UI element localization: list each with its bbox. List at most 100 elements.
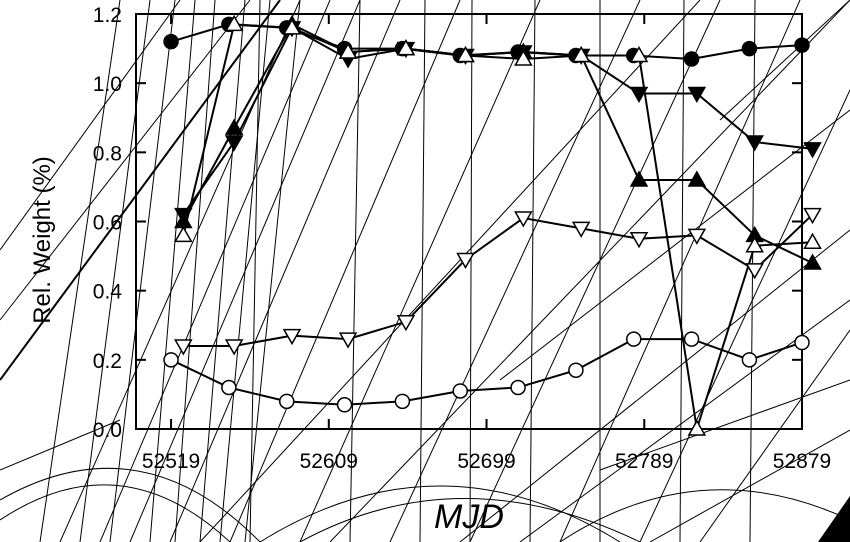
data-point bbox=[338, 332, 358, 349]
series-filled-triangle-down bbox=[174, 21, 822, 225]
data-point bbox=[452, 383, 468, 399]
background-line bbox=[469, 0, 473, 542]
data-point bbox=[174, 339, 193, 356]
background-line bbox=[0, 0, 281, 381]
background-line bbox=[469, 0, 721, 542]
background-curve bbox=[299, 498, 641, 542]
data-point bbox=[514, 49, 533, 66]
y-axis-title: Rel. Weight (%) bbox=[29, 156, 56, 324]
background-line bbox=[679, 0, 685, 542]
data-point bbox=[514, 211, 533, 228]
background-line bbox=[199, 0, 701, 542]
data-point bbox=[336, 397, 353, 413]
data-point bbox=[456, 45, 475, 63]
data-point bbox=[803, 232, 822, 249]
data-point bbox=[394, 393, 411, 410]
y-tick-label: 0.4 bbox=[93, 281, 123, 304]
data-point bbox=[224, 135, 244, 152]
y-tick-label: 1.0 bbox=[93, 73, 122, 96]
background-line bbox=[249, 0, 261, 542]
x-tick-label: 52789 bbox=[615, 450, 673, 473]
data-point bbox=[625, 331, 642, 347]
background-line bbox=[529, 0, 536, 542]
background-line bbox=[129, 0, 361, 542]
data-point bbox=[568, 362, 584, 378]
data-point bbox=[629, 45, 649, 63]
data-point bbox=[803, 253, 822, 270]
data-point bbox=[745, 263, 764, 280]
series-line bbox=[182, 23, 813, 430]
series-line bbox=[182, 26, 813, 216]
data-point bbox=[282, 328, 302, 346]
data-point bbox=[510, 379, 526, 396]
data-point bbox=[794, 37, 810, 53]
background-line bbox=[174, 0, 216, 542]
data-point bbox=[224, 14, 244, 32]
background-line bbox=[169, 0, 401, 542]
series-open-circle bbox=[163, 331, 810, 413]
background-line bbox=[0, 419, 121, 471]
background-curve bbox=[0, 484, 231, 542]
background-curve bbox=[259, 485, 621, 542]
x-axis-title: MJD bbox=[434, 498, 504, 536]
data-point bbox=[745, 135, 764, 152]
data-point bbox=[396, 39, 416, 56]
data-point bbox=[629, 170, 649, 187]
background-line bbox=[149, 0, 196, 542]
x-tick-label: 52879 bbox=[773, 450, 831, 473]
y-tick-label: 0.0 bbox=[93, 419, 122, 442]
background-curve bbox=[0, 467, 261, 542]
y-tick-label: 0.8 bbox=[93, 142, 122, 165]
x-tick-label: 52519 bbox=[142, 450, 200, 473]
background-line bbox=[499, 109, 850, 381]
data-point bbox=[794, 334, 810, 351]
background-line bbox=[459, 229, 850, 542]
axis-ticks: 52519 52609 52699 52789 52879 0.0 0.2 0.4 0.6 0.8… bbox=[93, 4, 831, 473]
data-point bbox=[687, 170, 707, 187]
background-line bbox=[599, 379, 850, 471]
x-tick-label: 52609 bbox=[300, 450, 358, 473]
background-line bbox=[349, 0, 361, 542]
data-point bbox=[629, 86, 649, 104]
background-line bbox=[329, 0, 850, 542]
series-open-triangle-down bbox=[174, 207, 822, 356]
data-point bbox=[571, 221, 591, 238]
series-open-triangle-up bbox=[174, 14, 822, 436]
y-tick-label: 0.6 bbox=[93, 212, 122, 235]
background-line bbox=[0, 0, 181, 251]
background-line bbox=[419, 0, 426, 542]
series-layer bbox=[163, 14, 822, 436]
data-point bbox=[571, 45, 591, 63]
data-point bbox=[221, 379, 237, 396]
data-point bbox=[629, 232, 649, 249]
corner-marker bbox=[818, 496, 850, 542]
data-point bbox=[683, 331, 700, 347]
background-line bbox=[109, 0, 176, 542]
data-point bbox=[278, 393, 295, 410]
data-point bbox=[163, 33, 179, 50]
y-tick-label: 0.2 bbox=[93, 350, 122, 373]
background-line bbox=[0, 0, 251, 321]
data-point bbox=[174, 225, 193, 243]
series-line bbox=[170, 338, 803, 406]
data-point bbox=[741, 40, 758, 57]
y-tick-label: 1.2 bbox=[93, 4, 122, 27]
background-line bbox=[199, 0, 246, 542]
background-line bbox=[39, 0, 121, 542]
background-line bbox=[649, 429, 850, 542]
background-line bbox=[639, 89, 850, 542]
background-line bbox=[559, 0, 801, 542]
data-point bbox=[338, 42, 358, 59]
background-curve bbox=[559, 489, 850, 542]
data-point bbox=[224, 118, 244, 135]
data-point bbox=[687, 86, 707, 104]
data-point bbox=[224, 339, 244, 356]
background-line bbox=[99, 0, 331, 542]
data-point bbox=[803, 142, 822, 159]
background-line bbox=[79, 0, 151, 542]
background-line bbox=[244, 0, 301, 542]
data-point bbox=[683, 51, 700, 67]
series-filled-triangle-up bbox=[174, 14, 822, 270]
